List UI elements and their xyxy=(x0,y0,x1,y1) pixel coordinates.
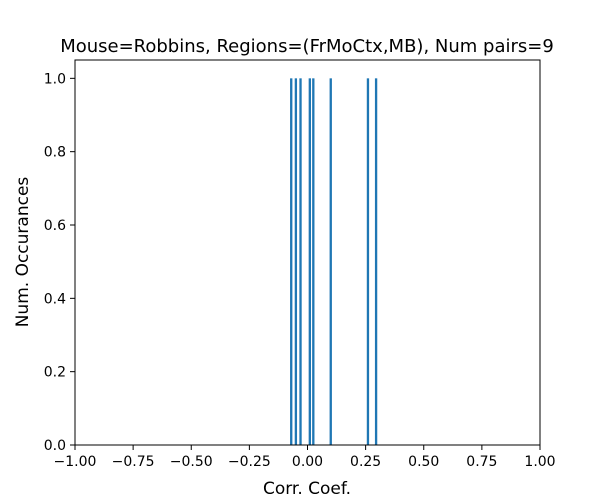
y-axis: 0.0 0.2 0.4 0.6 0.8 1.0 xyxy=(44,71,75,454)
x-tick-label: 0.25 xyxy=(350,454,381,470)
x-tick-label: −0.50 xyxy=(170,454,213,470)
x-tick-label: 0.75 xyxy=(466,454,497,470)
histogram-bar xyxy=(299,78,302,445)
y-axis-label: Num. Occurances xyxy=(13,177,33,328)
y-tick-label: 0.6 xyxy=(44,218,66,234)
x-axis: −1.00 −0.75 −0.50 −0.25 0.00 0.25 0.50 0.75 1.00 xyxy=(54,445,556,470)
x-axis-label: Corr. Coef. xyxy=(263,479,351,499)
histogram-bar xyxy=(312,78,315,445)
histogram-bar xyxy=(329,78,332,445)
histogram-bar xyxy=(366,78,370,445)
histogram-bar xyxy=(290,78,293,445)
x-tick-label: −0.75 xyxy=(112,454,155,470)
chart-title: Mouse=Robbins, Regions=(FrMoCtx,MB), Num… xyxy=(60,36,554,57)
plot-frame xyxy=(74,59,541,446)
x-tick-label: −0.25 xyxy=(228,454,271,470)
y-tick-label: 0.2 xyxy=(44,365,66,381)
y-tick-label: 1.0 xyxy=(44,71,66,87)
histogram-bar xyxy=(374,78,378,445)
x-tick-label: 1.00 xyxy=(524,454,555,470)
x-tick-label: 0.00 xyxy=(292,454,323,470)
x-tick-label: 0.50 xyxy=(408,454,439,470)
y-tick-label: 0.8 xyxy=(44,145,66,161)
y-tick-label: 0.0 xyxy=(44,438,66,454)
histogram-bar xyxy=(294,78,298,445)
histogram-bar xyxy=(308,78,311,445)
x-tick-label: −1.00 xyxy=(54,454,97,470)
y-tick-label: 0.4 xyxy=(44,291,66,307)
bars-group xyxy=(290,78,378,445)
